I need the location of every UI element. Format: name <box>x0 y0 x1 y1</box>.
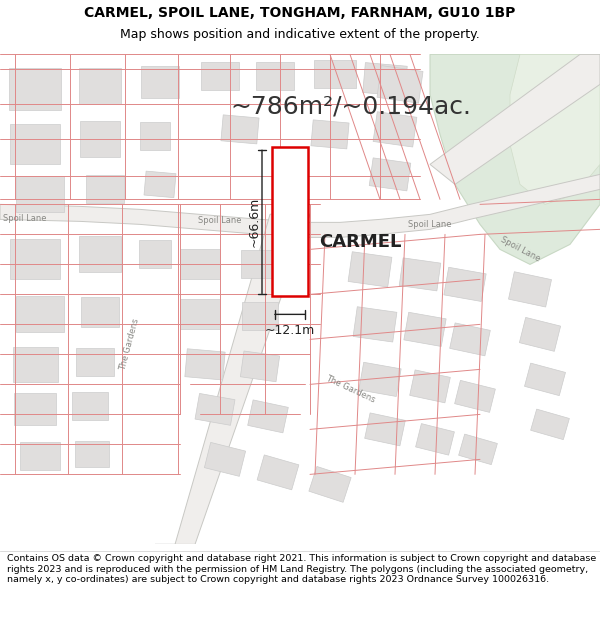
Text: ~12.1m: ~12.1m <box>265 324 315 338</box>
Text: ~66.6m: ~66.6m <box>248 197 260 247</box>
Bar <box>241 251 279 278</box>
Polygon shape <box>430 54 600 264</box>
Text: Contains OS data © Crown copyright and database right 2021. This information is : Contains OS data © Crown copyright and d… <box>7 554 596 584</box>
Text: Spoil Lane: Spoil Lane <box>198 216 242 225</box>
Bar <box>180 299 220 329</box>
Bar <box>76 348 114 376</box>
Text: The Gardens: The Gardens <box>324 374 376 405</box>
Bar <box>185 349 225 380</box>
Bar <box>449 323 490 356</box>
Bar <box>309 466 351 503</box>
Polygon shape <box>430 54 600 184</box>
Bar <box>458 434 497 464</box>
Bar <box>248 400 289 433</box>
Bar <box>242 302 278 331</box>
Bar <box>530 409 569 439</box>
Bar <box>20 442 60 471</box>
Bar <box>10 124 60 164</box>
Bar <box>144 171 176 198</box>
Bar <box>9 68 61 111</box>
Bar <box>399 258 441 291</box>
Bar <box>140 122 170 151</box>
Bar <box>365 413 406 446</box>
Bar <box>201 62 239 91</box>
Polygon shape <box>0 174 600 238</box>
Text: Spoil Lane: Spoil Lane <box>3 214 47 223</box>
Bar <box>72 392 108 421</box>
Bar <box>80 121 120 158</box>
Bar <box>205 442 245 476</box>
Bar <box>455 381 496 412</box>
Bar <box>16 296 64 333</box>
Text: The Gardens: The Gardens <box>119 318 141 371</box>
Text: Spoil Lane: Spoil Lane <box>408 220 452 229</box>
Text: Spoil Lane: Spoil Lane <box>499 235 541 264</box>
Bar <box>139 241 171 268</box>
Polygon shape <box>510 54 600 204</box>
Bar <box>520 318 560 351</box>
Bar <box>141 66 179 98</box>
Text: Map shows position and indicative extent of the property.: Map shows position and indicative extent… <box>120 28 480 41</box>
Text: ~786m²/~0.194ac.: ~786m²/~0.194ac. <box>230 94 471 118</box>
Bar <box>79 68 121 104</box>
Bar <box>10 239 60 279</box>
Bar <box>377 66 423 103</box>
Bar <box>524 363 565 396</box>
Bar <box>14 393 56 426</box>
Bar <box>81 298 119 328</box>
Bar <box>221 115 259 144</box>
Bar <box>272 148 308 296</box>
Bar <box>404 312 446 346</box>
Text: CARMEL, SPOIL LANE, TONGHAM, FARNHAM, GU10 1BP: CARMEL, SPOIL LANE, TONGHAM, FARNHAM, GU… <box>85 6 515 20</box>
Bar <box>79 236 121 272</box>
Bar <box>86 176 124 203</box>
Bar <box>75 441 109 468</box>
Bar <box>363 62 407 96</box>
Bar <box>241 351 280 382</box>
Bar <box>314 61 356 88</box>
Polygon shape <box>155 209 310 544</box>
Bar <box>509 272 551 307</box>
Bar <box>180 249 220 279</box>
Bar <box>195 394 235 425</box>
Bar <box>353 307 397 342</box>
Bar <box>373 112 417 147</box>
Bar <box>359 362 401 396</box>
Bar <box>311 120 349 149</box>
Bar <box>13 347 58 382</box>
Bar <box>416 424 454 455</box>
Text: CARMEL: CARMEL <box>319 233 401 251</box>
Bar <box>410 370 451 403</box>
Bar <box>369 158 411 191</box>
Bar <box>256 62 294 91</box>
Bar <box>348 252 392 287</box>
Bar <box>16 176 64 212</box>
Bar <box>257 455 299 490</box>
Bar <box>444 268 486 301</box>
